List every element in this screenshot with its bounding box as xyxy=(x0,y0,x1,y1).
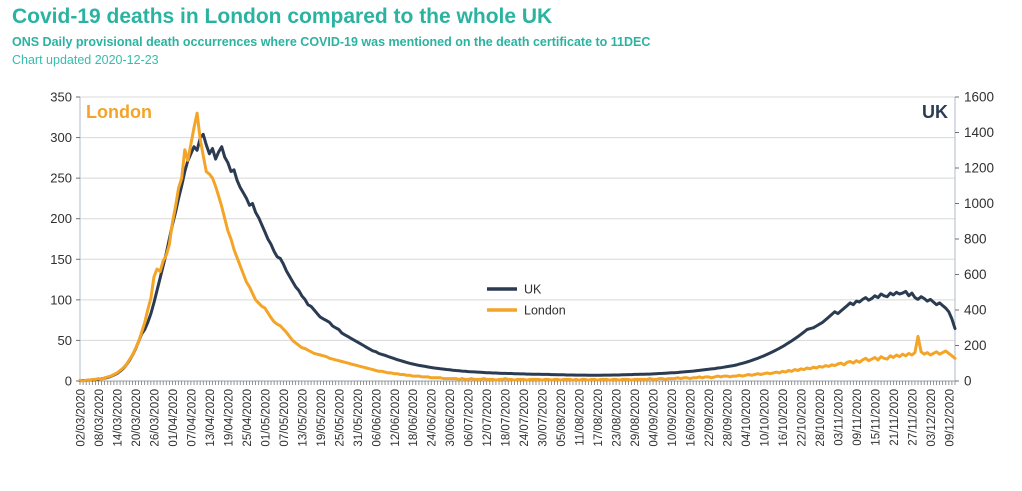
x-axis-tick-label: 22/09/2020 xyxy=(704,389,716,447)
x-axis-tick-label: 07/05/2020 xyxy=(279,389,291,447)
x-axis-tick-label: 03/12/2020 xyxy=(926,389,938,447)
x-axis-tick-label: 07/04/2020 xyxy=(186,389,198,447)
x-axis-tick-label: 22/10/2020 xyxy=(796,389,808,447)
x-axis-tick-label: 02/03/2020 xyxy=(76,389,88,447)
x-axis-tick-label: 03/11/2020 xyxy=(833,389,845,446)
x-axis-tick-label: 14/03/2020 xyxy=(112,389,124,447)
x-axis-tick-label: 01/04/2020 xyxy=(168,389,180,447)
x-axis-tick-label: 29/08/2020 xyxy=(630,389,642,447)
left-axis-tick-label: 300 xyxy=(50,130,72,145)
x-axis-tick-label: 15/11/2020 xyxy=(870,389,882,446)
chart-updated-date: Chart updated 2020-12-23 xyxy=(12,53,159,68)
x-axis-tick-label: 09/12/2020 xyxy=(944,389,956,447)
x-axis-tick-label: 12/07/2020 xyxy=(482,389,494,447)
right-axis-tick-label: 1200 xyxy=(964,161,994,176)
x-axis-tick-label: 30/06/2020 xyxy=(445,389,457,447)
x-axis-tick-label: 13/04/2020 xyxy=(205,389,217,447)
x-axis-tick-label: 24/06/2020 xyxy=(427,389,439,447)
x-axis-tick-label: 25/05/2020 xyxy=(334,389,346,447)
uk-axis-label: UK xyxy=(922,102,948,122)
london-axis-label: London xyxy=(86,102,152,122)
x-axis-tick-label: 18/07/2020 xyxy=(501,389,513,447)
x-axis-tick-label: 17/08/2020 xyxy=(593,389,605,447)
x-axis-tick-label: 27/11/2020 xyxy=(907,389,919,446)
right-axis-tick-label: 800 xyxy=(964,232,987,247)
x-axis-tick-label: 24/07/2020 xyxy=(519,389,531,447)
x-axis-tick-label: 08/03/2020 xyxy=(94,389,106,447)
x-axis-tick-label: 20/03/2020 xyxy=(131,389,143,447)
right-axis-tick-label: 600 xyxy=(964,267,987,282)
x-axis-tick-label: 16/09/2020 xyxy=(686,389,698,447)
right-axis-tick-label: 400 xyxy=(964,303,987,318)
chart-header: Covid-19 deaths in London compared to th… xyxy=(12,4,1012,67)
legend-label-london: London xyxy=(524,304,566,318)
x-axis-tick-label: 01/05/2020 xyxy=(260,389,272,447)
x-axis-tick-label: 10/10/2020 xyxy=(759,389,771,447)
left-axis-tick-label: 50 xyxy=(58,333,72,348)
x-axis-tick-label: 28/10/2020 xyxy=(815,389,827,447)
x-axis-tick-label: 06/07/2020 xyxy=(464,389,476,447)
left-axis-tick-label: 150 xyxy=(50,252,72,267)
x-axis-tick-label: 11/08/2020 xyxy=(575,389,587,446)
left-axis-tick-label: 100 xyxy=(50,292,72,307)
right-axis-tick-label: 1000 xyxy=(964,196,994,211)
x-axis-tick-label: 04/10/2020 xyxy=(741,389,753,447)
x-axis-tick-label: 05/08/2020 xyxy=(556,389,568,447)
x-axis-tick-label: 12/06/2020 xyxy=(390,389,402,447)
chart-subtitle: ONS Daily provisional death occurrences … xyxy=(12,35,651,50)
x-axis-tick-label: 16/10/2020 xyxy=(778,389,790,447)
x-axis-tick-label: 30/07/2020 xyxy=(538,389,550,447)
left-axis-tick-label: 250 xyxy=(50,171,72,186)
x-axis-tick-label: 19/04/2020 xyxy=(223,389,235,447)
left-axis-tick-label: 200 xyxy=(50,211,72,226)
x-axis-tick-label: 23/08/2020 xyxy=(612,389,624,447)
x-axis-tick-label: 04/09/2020 xyxy=(649,389,661,447)
left-axis-tick-label: 0 xyxy=(65,374,72,389)
left-axis-tick-label: 350 xyxy=(50,90,72,105)
x-axis-tick-label: 28/09/2020 xyxy=(723,389,735,447)
x-axis-tick-label: 19/05/2020 xyxy=(316,389,328,447)
right-axis-tick-label: 1600 xyxy=(964,90,994,105)
legend-label-uk: UK xyxy=(524,283,542,297)
page-title: Covid-19 deaths in London compared to th… xyxy=(12,5,553,28)
uk-series-line xyxy=(78,132,957,383)
x-axis-tick-label: 09/11/2020 xyxy=(852,389,864,446)
x-axis-tick-label: 26/03/2020 xyxy=(149,389,161,447)
x-axis-tick-label: 21/11/2020 xyxy=(889,389,901,446)
right-axis-tick-label: 1400 xyxy=(964,125,994,140)
x-axis-tick-label: 06/06/2020 xyxy=(371,389,383,447)
x-axis-tick-label: 10/09/2020 xyxy=(667,389,679,447)
london-series-line xyxy=(78,111,957,383)
x-axis-tick-label: 25/04/2020 xyxy=(242,389,254,447)
right-axis-tick-label: 0 xyxy=(964,374,972,389)
right-axis-tick-label: 200 xyxy=(964,338,987,353)
x-axis-tick-label: 13/05/2020 xyxy=(297,389,309,447)
x-axis-tick-label: 31/05/2020 xyxy=(353,389,365,447)
x-axis-tick-label: 18/06/2020 xyxy=(408,389,420,447)
